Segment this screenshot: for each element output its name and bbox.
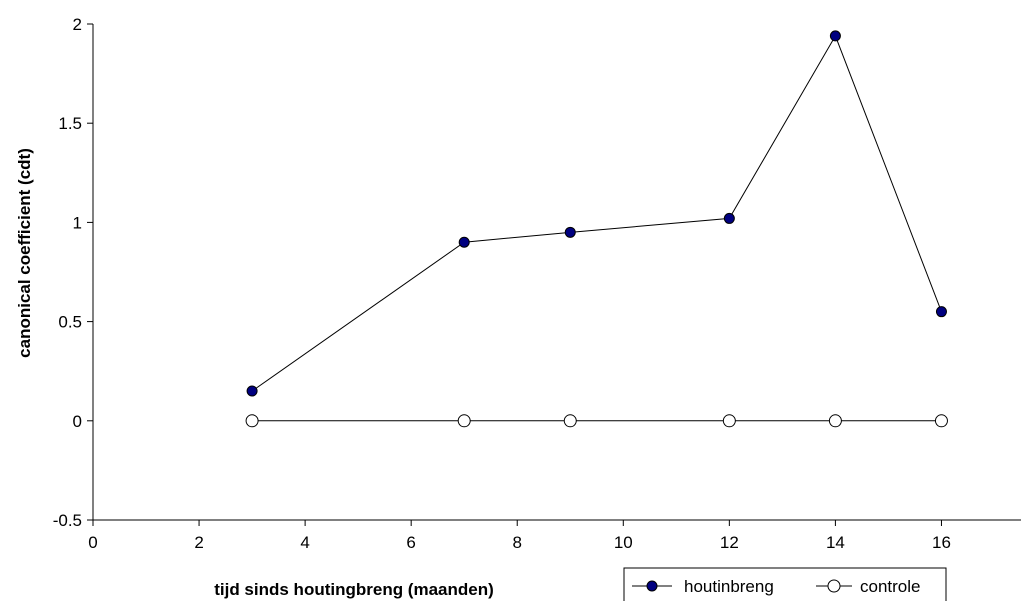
legend: houtinbreng controle xyxy=(623,567,947,601)
legend-box xyxy=(623,567,947,601)
data-point-houtinbreng xyxy=(458,236,470,248)
series-line-houtinbreng xyxy=(251,34,942,392)
y-tick-label: 1 xyxy=(73,213,82,232)
y-tick-label: 1.5 xyxy=(58,114,82,133)
legend-entry-controle: controle xyxy=(816,577,920,596)
data-point-houtinbreng xyxy=(829,30,841,42)
series-layer xyxy=(245,30,948,428)
data-point-controle xyxy=(245,414,259,428)
y-tick-label: 0 xyxy=(73,412,82,431)
y-axis-title: canonical coefficient (cdt) xyxy=(15,148,34,358)
data-point-controle xyxy=(563,414,577,428)
x-tick-label: 10 xyxy=(614,533,633,552)
x-tick-label: 6 xyxy=(406,533,415,552)
data-point-houtinbreng xyxy=(723,212,735,224)
data-point-houtinbreng xyxy=(564,226,576,238)
y-tick-label: 2 xyxy=(73,15,82,34)
data-point-houtinbreng xyxy=(935,306,947,318)
legend-label-houtinbreng: houtinbreng xyxy=(684,577,774,596)
data-point-controle xyxy=(722,414,736,428)
x-tick-label: 2 xyxy=(194,533,203,552)
axes xyxy=(87,23,1021,526)
x-tick-label: 8 xyxy=(512,533,521,552)
y-tick-labels: -0.5 0 0.5 1 1.5 2 xyxy=(53,15,82,530)
legend-entry-houtinbreng: houtinbreng xyxy=(632,577,774,596)
x-tick-label: 0 xyxy=(88,533,97,552)
x-axis-title: tijd sinds houtingbreng (maanden) xyxy=(214,580,494,599)
x-tick-labels: 0 2 4 6 8 10 12 14 16 xyxy=(88,533,951,552)
data-point-controle xyxy=(828,414,842,428)
x-tick-label: 14 xyxy=(826,533,845,552)
x-tick-label: 4 xyxy=(300,533,309,552)
x-tick-label: 12 xyxy=(720,533,739,552)
legend-marker-houtinbreng xyxy=(646,580,658,592)
legend-marker-controle xyxy=(827,579,841,593)
x-tick-label: 16 xyxy=(932,533,951,552)
data-point-controle xyxy=(934,414,948,428)
y-tick-label: 0.5 xyxy=(58,313,82,332)
series-controle xyxy=(245,414,948,428)
data-point-controle xyxy=(457,414,471,428)
legend-label-controle: controle xyxy=(860,577,920,596)
y-tick-label: -0.5 xyxy=(53,511,82,530)
data-point-houtinbreng xyxy=(246,385,258,397)
series-houtinbreng xyxy=(246,30,947,397)
